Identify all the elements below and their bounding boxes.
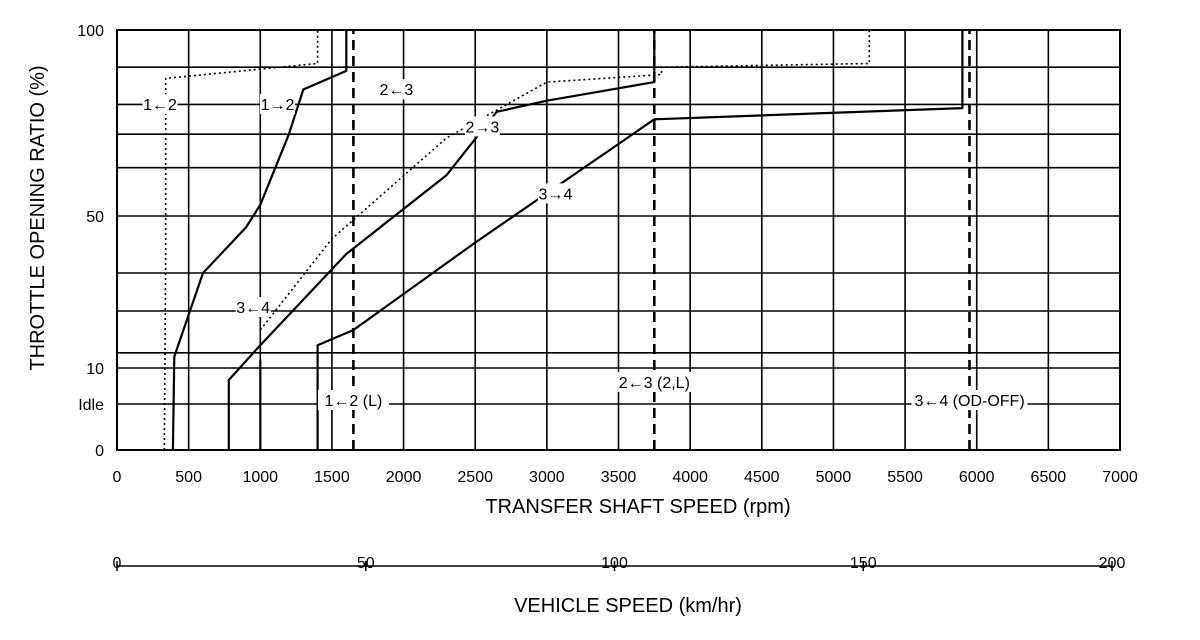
x-axis-title: TRANSFER SHAFT SPEED (rpm) bbox=[485, 496, 790, 518]
curve-label-bg bbox=[378, 79, 414, 100]
curve-label-bg bbox=[235, 297, 271, 317]
x2-tick-label: 0 bbox=[113, 555, 122, 572]
y-axis-title: THROTTLE OPENING RATIO (%) bbox=[27, 65, 49, 370]
x-tick-label: 2500 bbox=[457, 469, 493, 486]
y-tick-label: 0 bbox=[95, 443, 104, 460]
x-tick-label: 500 bbox=[175, 469, 202, 486]
series-line-1 bbox=[163, 30, 319, 451]
curve-label: 1←2 bbox=[143, 97, 177, 114]
x-tick-label: 4000 bbox=[672, 469, 708, 486]
series-line-3 bbox=[259, 30, 871, 450]
curve-label: 1←2 (L) bbox=[325, 393, 383, 410]
series-line-2 bbox=[171, 30, 348, 451]
x2-tick-label: 200 bbox=[1099, 555, 1126, 572]
curve-label-bg bbox=[464, 116, 500, 137]
y-tick-label: 10 bbox=[86, 361, 104, 378]
x-tick-label: 6000 bbox=[959, 469, 995, 486]
x-tick-label: 3500 bbox=[601, 469, 637, 486]
x-tick-label: 3000 bbox=[529, 469, 565, 486]
curve-label-bg bbox=[609, 372, 699, 392]
curve-label: 2←3 bbox=[380, 82, 414, 99]
x-tick-label: 2000 bbox=[386, 469, 422, 486]
curve-label: 3←4 bbox=[236, 300, 270, 317]
curve-label: 1→2 bbox=[261, 97, 295, 114]
curve-label: 2→3 bbox=[465, 119, 499, 136]
x-tick-label: 5000 bbox=[816, 469, 852, 486]
x-tick-label: 4500 bbox=[744, 469, 780, 486]
curve-label: 3→4 bbox=[539, 186, 573, 203]
x-tick-label: 0 bbox=[113, 469, 122, 486]
series-line-4 bbox=[227, 30, 656, 450]
x2-axis-title: VEHICLE SPEED (km/hr) bbox=[514, 595, 742, 617]
y-tick-label: Idle bbox=[78, 397, 104, 414]
x2-tick-label: 100 bbox=[601, 555, 628, 572]
curve-label-bg bbox=[259, 94, 295, 115]
series-line-5 bbox=[316, 30, 964, 450]
curve-labels: 1←2 1→2 2←3 2→3 3→4 3←4 1←2 (L) 2←3 (2,L) 3←4 (O… bbox=[142, 79, 1028, 410]
x-tick-label: 7000 bbox=[1102, 469, 1138, 486]
x2-tick-label: 150 bbox=[850, 555, 877, 572]
axis-ticks: 0 500 1000 1500 2000 2500 3000 3500 4000 4500 5000… bbox=[77, 23, 1138, 572]
curve-label: 2←3 (2,L) bbox=[619, 375, 690, 392]
x-tick-label: 6500 bbox=[1031, 469, 1067, 486]
curve-label-bg bbox=[537, 183, 573, 204]
x-tick-label: 1500 bbox=[314, 469, 350, 486]
chart-grid bbox=[116, 29, 1121, 451]
curve-label: 3←4 (OD-OFF) bbox=[914, 393, 1024, 410]
y-tick-label: 50 bbox=[86, 209, 104, 226]
shift-curves bbox=[163, 30, 971, 451]
x-tick-label: 5500 bbox=[887, 469, 923, 486]
curve-label-bg bbox=[317, 390, 389, 410]
curve-label-bg bbox=[911, 390, 1028, 410]
x-tick-label: 1000 bbox=[242, 469, 278, 486]
y-tick-label: 100 bbox=[77, 23, 104, 40]
x2-tick-label: 50 bbox=[357, 555, 375, 572]
curve-label-bg bbox=[142, 94, 178, 115]
